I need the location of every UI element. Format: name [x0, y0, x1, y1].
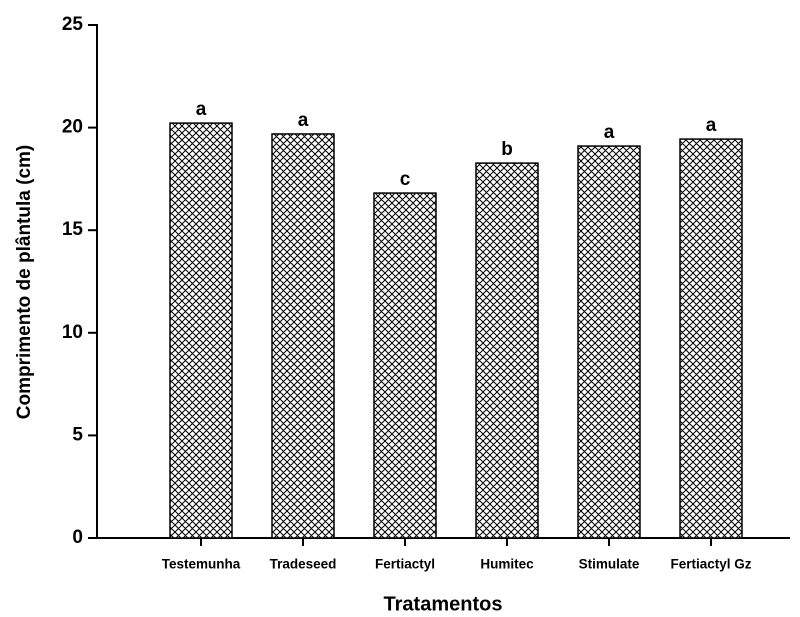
y-tick-label: 0: [72, 527, 83, 548]
x-tick-label: Testemunha: [162, 557, 241, 572]
bar: [577, 145, 641, 539]
x-tick-label: Humitec: [480, 557, 534, 572]
y-axis-label: Comprimento de plântula (cm): [14, 145, 35, 419]
y-tick-label: 5: [72, 424, 83, 445]
bar: [271, 133, 335, 539]
x-tick-label: Tradeseed: [270, 557, 337, 572]
bar-letter: b: [501, 139, 513, 160]
bar: [373, 192, 437, 539]
bar-letter: a: [196, 99, 207, 120]
bar-letter: c: [400, 169, 411, 190]
x-tick-label: Fertiactyl Gz: [670, 557, 751, 572]
y-tick-label: 10: [62, 322, 83, 343]
bar: [169, 122, 233, 539]
y-tick-label: 25: [62, 14, 84, 35]
bar-letter: a: [706, 115, 717, 136]
x-axis-label: Tratamentos: [384, 593, 503, 615]
y-tick-label: 20: [62, 117, 83, 138]
bar: [679, 138, 743, 539]
bar-letter: a: [298, 110, 309, 131]
x-tick-label: Fertiactyl: [375, 557, 435, 572]
y-tick-label: 15: [62, 219, 84, 240]
x-tick-label: Stimulate: [579, 557, 640, 572]
bar-letter: a: [604, 122, 615, 143]
bar: [475, 162, 539, 539]
